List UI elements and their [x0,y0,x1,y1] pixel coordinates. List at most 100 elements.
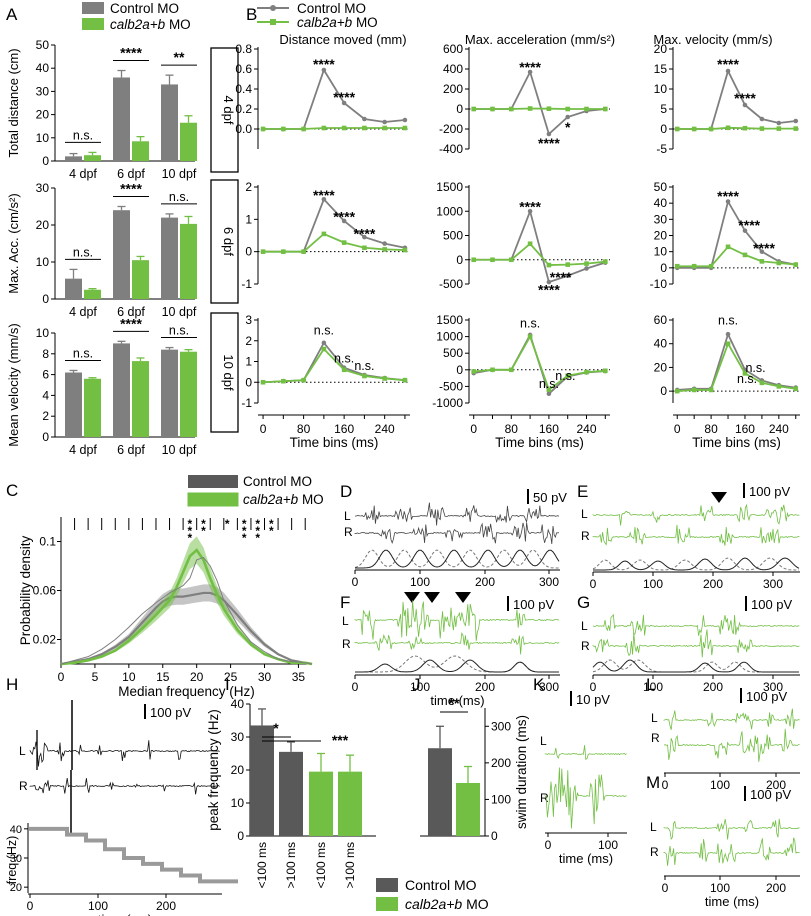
mo-point [759,126,765,131]
mo-point [260,126,266,132]
y-tick-label: 0.0 [235,122,252,136]
channel-label-l: L [19,744,26,758]
panel-letter-d: D [340,482,352,501]
control-point [793,118,799,124]
trace-l [354,502,560,526]
y-tick-label: 8 [42,347,49,361]
x-tick-label: 100 [598,838,618,852]
x-tick-label: 100 [88,899,108,913]
mo-point [793,126,799,131]
bar [309,771,333,836]
mo-line [677,341,796,393]
x-tick-label: 200 [703,577,723,591]
trace-r [354,632,560,655]
bar [180,122,197,161]
mo-point [776,260,782,266]
y-tick-label: 60 [654,313,668,327]
significance-label: **** [120,315,142,331]
control-point [759,249,765,254]
trace-panel-l: 100 pV LR 0 100 200 [651,688,800,792]
control-point [382,119,387,125]
trace-r [592,524,800,546]
significance-marker: * [269,524,274,538]
x-tick-label: 6 dpf [117,305,145,319]
control-point [341,218,347,224]
y-tick-label: -1000 [432,396,463,410]
scale-bar-label: 100 pV [749,484,791,499]
y-tick-label: 10 [654,245,668,259]
panel-letter-f: F [340,593,350,612]
panel-letter-j: J [412,675,421,694]
bar [84,378,101,437]
channel-label-l: L [540,734,547,748]
mo-point [584,369,589,375]
line-chart-r1c2: -10 0 10 20 30 40 50 **** **** **** [650,180,800,291]
significance-label: **** [354,225,376,241]
mo-point [341,125,347,131]
control-point [759,116,765,122]
control-line [677,199,796,269]
significance-label: n.s. [555,369,575,383]
trace-r [29,778,220,795]
trace-r [663,728,800,762]
mo-line [263,232,405,253]
channel-label-r: R [19,779,28,793]
mo-point [527,106,533,111]
legend-label-control: Control MO [405,877,477,893]
legend-label-mo: calb2a+b MO [110,17,191,32]
y-tick-label: 0 [660,122,667,136]
y-tick-label: 40 [654,196,668,210]
significance-label: n.s. [314,324,334,338]
significance-label: n.s. [520,317,540,331]
y-tick-label: 2 [245,180,252,194]
significance-marker: * [188,517,193,531]
bar [132,141,149,161]
y-tick-label: 400 [443,62,463,76]
bar [279,751,303,836]
y-tick-label: 200 [491,756,511,770]
trace-l [663,708,800,730]
control-point [565,114,570,120]
control-point [321,196,327,202]
y-tick-label: 20 [231,763,245,777]
control-point [565,273,570,279]
mo-line [677,245,796,268]
mo-point [742,371,748,376]
control-point [362,234,367,240]
mo-point [509,257,514,263]
mo-point [301,377,306,383]
mo-point [565,106,570,112]
control-point [725,199,731,204]
mo-point [546,106,552,111]
control-point [382,241,387,246]
y-tick-label: 30 [36,84,50,98]
bar [113,343,130,437]
control-point [742,228,748,233]
mo-point [301,249,306,254]
y-tick-label: 500 [443,229,463,243]
x-tick-label: 0 [662,881,669,895]
y-tick-label: 20 [654,229,668,243]
mo-point [674,263,680,269]
x-tick-label: 100 [710,881,730,895]
significance-label: * [273,720,279,736]
x-tick-label: 0 [545,838,552,852]
mo-point [527,334,533,339]
trace-r [663,837,800,866]
mo-point [382,376,387,381]
bar-chart-a2: 0 10 20 30 Max. Acc. (cm/s²) 4 dpf 6 dpf 10 dpf… [6,181,197,319]
significance-marker: * [242,531,247,545]
column-title: Max. acceleration (mm/s²) [465,32,615,47]
x-axis-label: Time bins (ms) [290,435,379,450]
y-tick-label: 20 [10,882,22,894]
significance-marker: * [269,517,274,531]
x-tick-label: 80 [505,422,519,436]
y-tick-label: 1500 [436,180,463,194]
significance-label: * [565,119,571,135]
mo-point [691,126,697,132]
trace-panel-f: 100 pV LR 0 100 200 300 time (ms) [342,592,560,708]
y-tick-label: 20 [654,360,668,374]
